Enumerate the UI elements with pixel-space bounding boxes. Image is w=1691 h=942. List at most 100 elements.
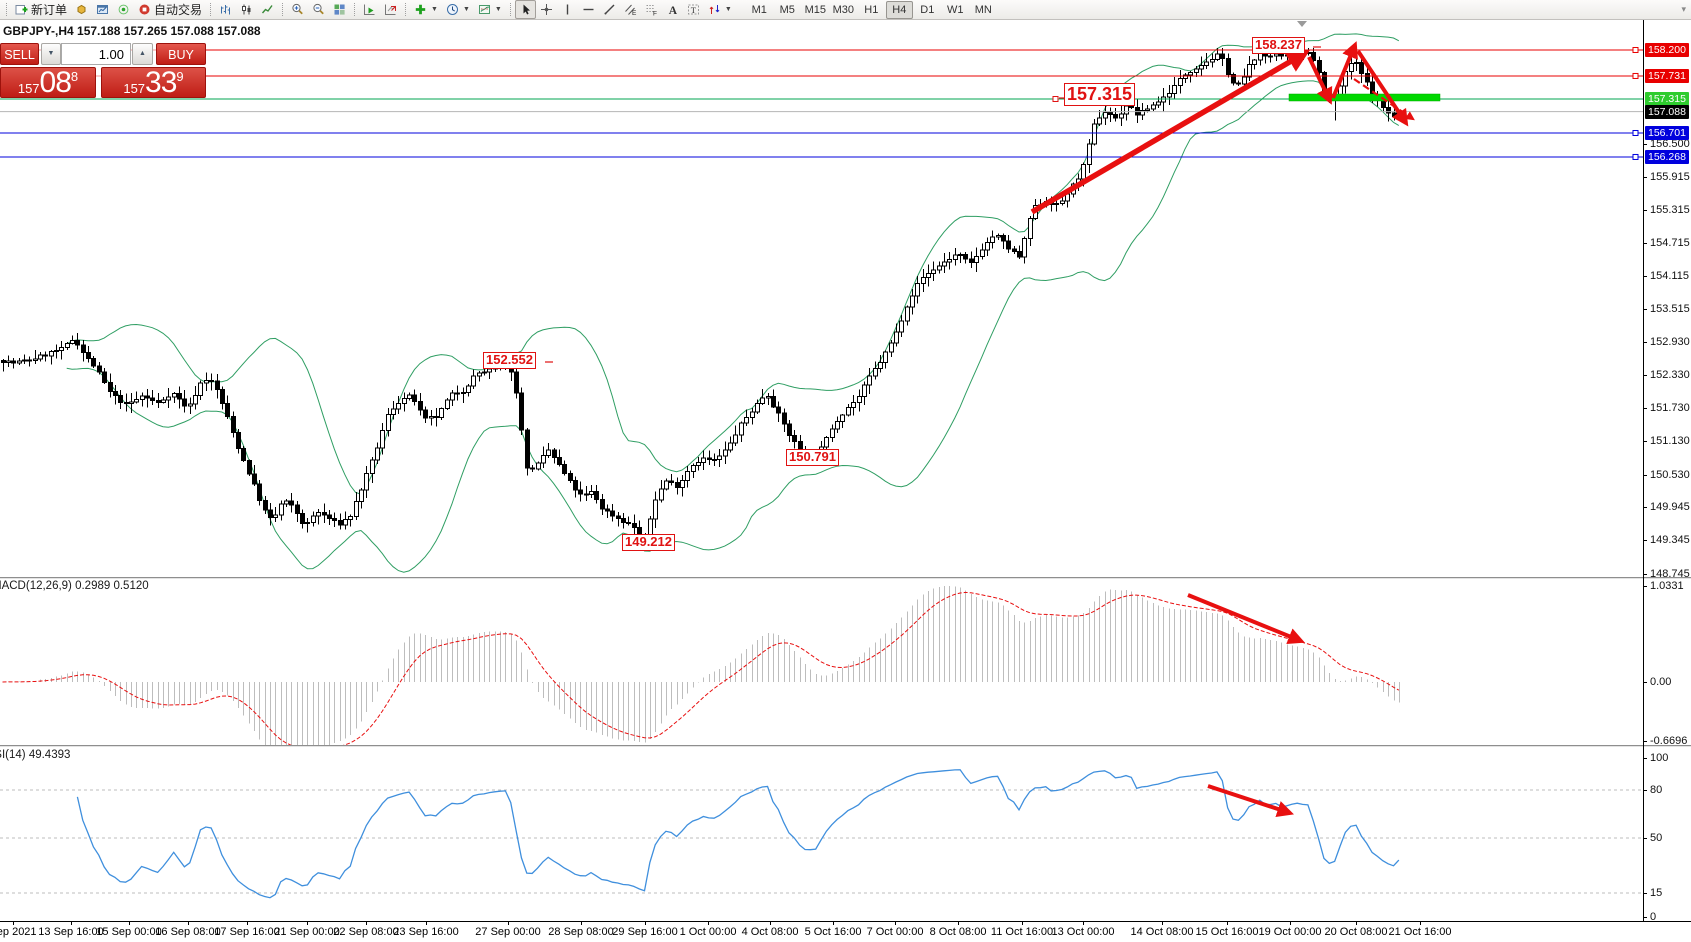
line-drag-marker[interactable] [1052,96,1059,103]
equidistant-channel-button[interactable]: E [620,0,641,19]
toolbar-overflow-icon[interactable]: ▾ [1681,4,1686,14]
buy-price-big: 33 [145,66,177,99]
timeframe-w1-button[interactable]: W1 [947,3,964,16]
pane-separator[interactable] [0,745,1691,746]
fibonacci-button[interactable]: F [641,0,662,19]
timeframe-m5-button[interactable]: M5 [779,3,795,16]
bars-chart-button[interactable] [215,0,236,19]
price-tick-label: 150.530 [1650,468,1690,481]
line-drag-marker[interactable] [1632,72,1639,79]
candle-up [723,449,728,457]
indicators-icon [415,4,426,15]
svg-text:E: E [632,10,637,16]
candle-up [461,391,466,395]
line-drag-marker[interactable] [1632,47,1639,53]
templates-button[interactable]: ▼ [474,0,506,19]
buy-price-button[interactable]: 157 33 9 [101,67,206,98]
rsi-scale-label: 80 [1650,784,1663,796]
styles-button[interactable] [71,0,92,19]
candle-up [980,249,985,258]
candle-up [947,258,952,263]
sell-price-button[interactable]: 157 08 8 [0,67,96,98]
timeframe-m30-button[interactable]: M30 [832,3,854,16]
autotrading-button[interactable]: 自动交易 [134,0,206,19]
trend-arrow [1353,78,1415,121]
candle-up [1178,78,1183,86]
timeframe-h1-button[interactable]: H1 [864,3,879,16]
price-tick [1643,242,1647,244]
time-tick [1290,922,1291,925]
price-tick [1643,209,1647,211]
time-tick [1227,922,1228,925]
zoom-out-button[interactable] [308,0,329,19]
macd-scale-label: 0.00 [1650,676,1672,688]
trend-arrow [1356,49,1409,127]
vertical-line-button[interactable] [557,0,578,19]
volume-decrease-button[interactable]: ▼ [41,43,61,65]
arrows-button[interactable]: ▼ [704,0,736,19]
main-chart-canvas[interactable] [0,20,1643,577]
macd-scale-tick [1643,586,1647,587]
line-chart-button[interactable] [257,0,278,19]
timeframe-d1-button[interactable]: D1 [920,3,935,16]
auto-scroll-button[interactable] [359,0,380,19]
rsi-scale-tick [1643,790,1647,791]
time-tick [1022,922,1023,925]
timeframe-m1-button[interactable]: M1 [751,3,767,16]
crosshair-button[interactable] [536,0,557,19]
pane-separator[interactable] [0,577,1691,578]
sell-button[interactable]: SELL [0,43,39,65]
toolbar-separator [6,3,7,16]
trendline-button[interactable] [599,0,620,19]
candle-up [728,442,733,451]
candle-up [204,379,209,384]
chart-shift-button[interactable] [380,0,401,19]
timeframe-m15-button[interactable]: M15 [804,3,826,16]
text-label-button[interactable]: T [683,0,704,19]
candle-up [653,499,658,520]
candle-up [1167,93,1172,98]
candle-down [712,458,717,461]
candle-down [1226,57,1231,75]
new-chart-button[interactable] [92,0,113,19]
candle-down [145,395,150,399]
time-tick-label: Sep 2021 [0,926,37,938]
line-drag-marker[interactable] [1632,153,1639,160]
volume-increase-button[interactable]: ▲ [132,43,153,65]
candle-up [840,414,845,423]
price-tick-label: 149.945 [1650,501,1690,514]
candle-up [1349,63,1354,72]
buy-button[interactable]: BUY [156,43,206,65]
tile-windows-button[interactable] [329,0,350,19]
chart-shift-marker-icon[interactable] [1297,21,1307,27]
rsi-pane-canvas[interactable] [0,748,1643,921]
volume-input[interactable] [61,43,131,65]
periods-button[interactable]: ▼ [442,0,474,19]
candle-down [1306,51,1311,54]
macd-pane-canvas[interactable] [0,580,1643,745]
rsi-scale-label: 50 [1650,832,1663,844]
indicators-button[interactable]: ▼ [410,0,442,19]
candle-up [1285,54,1290,57]
candle-down [594,491,599,500]
line-drag-marker[interactable] [1632,129,1639,136]
trend-arrow [1030,50,1310,215]
candles-chart-button[interactable] [236,0,257,19]
signals-button[interactable] [113,0,134,19]
cursor-button[interactable] [514,0,536,19]
zoom-in-button[interactable] [287,0,308,19]
chart-ohlc-title: GBPJPY-,H4 157.188 157.265 157.088 157.0… [3,24,261,38]
new-order-button[interactable]: 新订单 [11,0,71,19]
clock-icon [446,4,458,15]
time-tick [129,922,130,925]
timeframe-mn-button[interactable]: MN [974,3,992,16]
candle-down [621,518,626,524]
horizontal-line-button[interactable] [578,0,599,19]
timeframe-h4-button[interactable]: H4 [885,0,913,19]
candle-up [1247,64,1252,78]
toolbar-separator [509,3,511,16]
new-order-icon [15,5,28,15]
text-button[interactable]: A [662,0,683,19]
